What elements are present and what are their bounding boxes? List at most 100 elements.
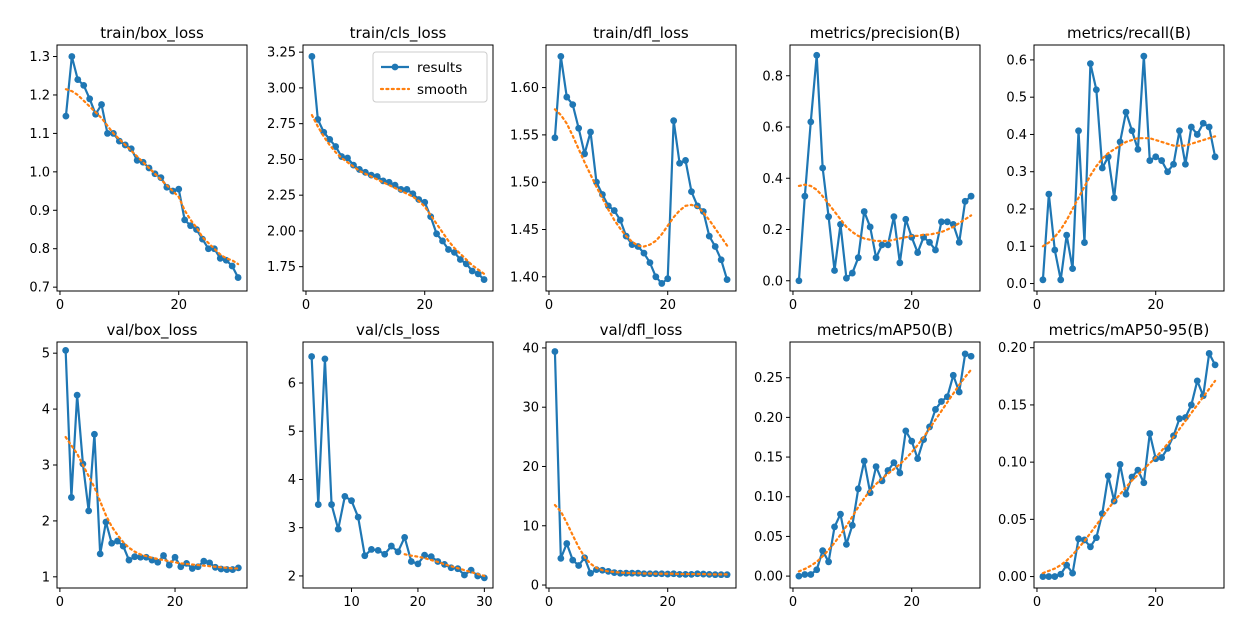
data-point [96, 550, 104, 558]
data-point [587, 569, 594, 577]
data-point [1187, 123, 1195, 131]
data-point [967, 352, 975, 360]
data-point [350, 161, 357, 169]
data-point [807, 571, 815, 578]
data-point [206, 559, 213, 567]
axes-frame [545, 44, 737, 292]
axes-frame [1033, 341, 1225, 589]
legend-box [372, 51, 488, 103]
y-tick-label: 0.10 [754, 490, 783, 505]
y-tick-label: 0.9 [29, 204, 50, 219]
data-point [1039, 573, 1047, 580]
data-point [711, 243, 719, 250]
data-point [1176, 127, 1183, 135]
panel-title: val/dfl_loss [600, 321, 683, 340]
data-point [1182, 160, 1189, 168]
data-point [866, 223, 874, 231]
y-tick-label: 0.00 [754, 570, 783, 585]
data-point [640, 249, 648, 257]
data-point [961, 350, 969, 358]
data-point [932, 246, 939, 254]
data-point [557, 52, 565, 60]
y-tick-label: 0.05 [998, 513, 1027, 528]
data-point [682, 570, 689, 578]
panel-title: metrics/mAP50(B) [817, 321, 953, 339]
panel-title: metrics/precision(B) [810, 24, 961, 42]
data-point [216, 254, 224, 262]
y-tick-label: 0.15 [998, 398, 1027, 413]
y-tick-label: 1.45 [510, 223, 539, 238]
series-line-results [1042, 352, 1217, 578]
x-tick-label: 30 [476, 595, 493, 610]
series-line-smooth [553, 108, 729, 248]
y-tick-label: 10 [522, 519, 539, 534]
data-point [1134, 145, 1142, 153]
data-point [137, 553, 144, 561]
data-point [819, 547, 827, 555]
series-line-results [553, 351, 728, 576]
y-tick-label: 3.25 [267, 46, 296, 61]
data-point [1045, 190, 1053, 198]
data-point [1128, 473, 1136, 481]
data-point [394, 548, 402, 556]
y-tick-label: 4 [42, 403, 50, 418]
data-point [610, 207, 618, 214]
series-line-smooth [553, 503, 729, 576]
data-point [955, 238, 963, 246]
data-point [62, 112, 70, 120]
data-point [451, 248, 458, 256]
plot-area [308, 353, 488, 582]
y-tick-label: 1.0 [29, 165, 50, 180]
y-tick-label: 0.5 [1006, 91, 1027, 106]
data-point [658, 280, 666, 287]
data-point [91, 430, 98, 438]
series-line-smooth [64, 435, 240, 570]
data-point [1081, 239, 1088, 246]
plot-area [551, 52, 731, 287]
plot-area [795, 350, 975, 580]
data-point [127, 145, 135, 153]
chart-panel-4: metrics/precision(B) 0 20 0.0 0.2 0.4 0.6 0.8 [762, 24, 981, 313]
data-point [949, 371, 957, 379]
data-point [932, 406, 939, 413]
data-point [461, 571, 468, 579]
series-line-smooth [797, 183, 973, 243]
legend-marker [391, 63, 399, 71]
data-point [456, 256, 464, 263]
data-point [890, 459, 898, 467]
data-point [551, 134, 559, 142]
data-point [1063, 231, 1071, 239]
data-point [676, 570, 683, 578]
data-point [616, 216, 624, 224]
chart-panel-10: metrics/mAP50-95(B) 0 20 0.00 0.05 0.10 0.15 0.… [998, 321, 1225, 610]
data-point [843, 274, 850, 282]
panel-title: metrics/mAP50-95(B) [1049, 321, 1210, 339]
x-tick-label: 0 [545, 595, 553, 610]
y-tick-label: 0.1 [1006, 240, 1027, 255]
data-point [890, 213, 898, 221]
data-point [943, 218, 951, 226]
data-point [480, 276, 488, 283]
data-point [439, 237, 446, 245]
data-point [74, 76, 82, 83]
data-point [368, 546, 375, 553]
series-line-smooth [310, 113, 486, 275]
data-point [1199, 119, 1207, 127]
data-point [1164, 168, 1171, 176]
data-point [926, 238, 933, 246]
data-point [68, 53, 76, 60]
chart-panel-9: metrics/mAP50(B) 0 20 0.00 0.05 0.10 0.15 0.20 0… [754, 321, 981, 610]
series-line-results [553, 55, 729, 285]
y-tick-label: 0.3 [1006, 165, 1027, 180]
panel-title: train/cls_loss [350, 24, 447, 43]
data-point [795, 277, 803, 285]
data-point [860, 208, 868, 215]
data-point [848, 521, 856, 529]
y-tick-label: 1.55 [510, 128, 539, 143]
y-tick-label: 1.50 [510, 176, 539, 191]
data-point [593, 178, 600, 186]
plot-area [62, 346, 242, 573]
y-tick-label: 0.0 [762, 274, 783, 289]
x-tick-label: 0 [302, 298, 310, 313]
